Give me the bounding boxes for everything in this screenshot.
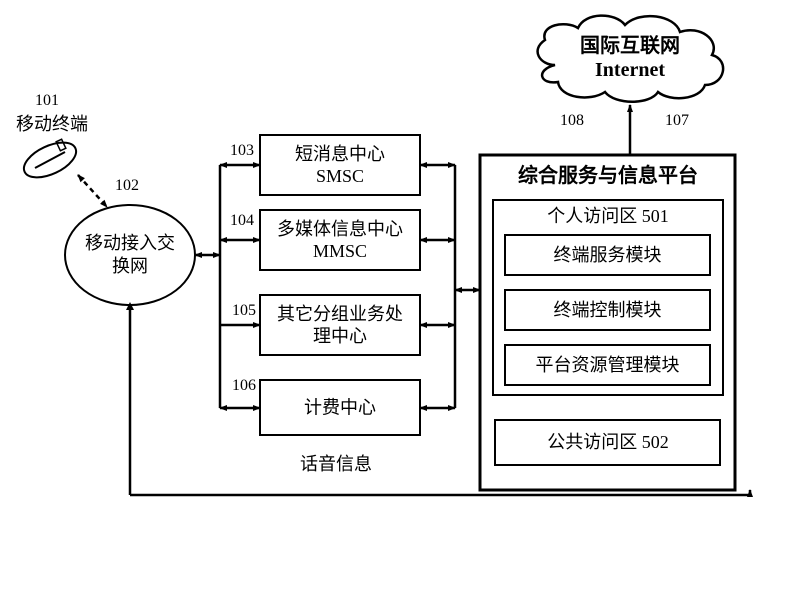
voice-info-label: 话音信息 bbox=[300, 454, 372, 474]
service-box-1-line1: MMSC bbox=[313, 241, 367, 261]
service-box-3-ref: 106 bbox=[232, 377, 256, 394]
service-box-2-line0: 其它分组业务处 bbox=[277, 304, 403, 324]
phone-ellipse-link bbox=[78, 175, 107, 207]
service-box-0-line0: 短消息中心 bbox=[295, 144, 385, 164]
mobile-access-network-node bbox=[65, 205, 195, 305]
personal-area-label: 个人访问区 501 bbox=[547, 206, 669, 226]
public-area-label: 公共访问区 502 bbox=[547, 432, 669, 452]
service-box-1-line0: 多媒体信息中心 bbox=[277, 219, 403, 239]
mobile-terminal-label: 移动终端 bbox=[16, 114, 88, 134]
platform-inner-boxes: 终端服务模块终端控制模块平台资源管理模块 bbox=[505, 235, 710, 385]
service-box-2-line1: 理中心 bbox=[313, 326, 367, 346]
ellipse-line2: 换网 bbox=[112, 256, 148, 276]
platform-module-1-label: 终端控制模块 bbox=[554, 300, 662, 320]
cloud-title-cn: 国际互联网 bbox=[580, 34, 680, 57]
mobile-terminal-ref: 101 bbox=[35, 92, 59, 109]
ellipse-line1: 移动接入交 bbox=[85, 233, 175, 253]
service-box-1-ref: 104 bbox=[230, 212, 254, 229]
service-box-3-line0: 计费中心 bbox=[304, 398, 376, 418]
service-box-0-ref: 103 bbox=[230, 142, 254, 159]
mobile-terminal-icon bbox=[19, 135, 82, 184]
cloud-title-en: Internet bbox=[595, 59, 665, 81]
system-architecture-diagram: 101 移动终端 国际互联网 Internet 108 移动接入交 换网 102… bbox=[0, 0, 800, 595]
ellipse-ref: 102 bbox=[115, 177, 139, 194]
platform-module-0-label: 终端服务模块 bbox=[554, 245, 662, 265]
platform-ref: 107 bbox=[665, 112, 689, 129]
service-box-0-line1: SMSC bbox=[316, 166, 364, 186]
cloud-ref: 108 bbox=[560, 112, 584, 129]
internet-cloud: 国际互联网 Internet bbox=[538, 16, 724, 102]
right-connectors bbox=[420, 165, 455, 408]
service-box-2-ref: 105 bbox=[232, 302, 256, 319]
platform-module-2-label: 平台资源管理模块 bbox=[536, 355, 680, 375]
service-center-boxes: 短消息中心SMSC 103 多媒体信息中心MMSC 104 其它分组业务处理中心 105 计… bbox=[230, 135, 420, 435]
left-connectors bbox=[220, 165, 260, 408]
platform-title: 综合服务与信息平台 bbox=[518, 163, 698, 187]
